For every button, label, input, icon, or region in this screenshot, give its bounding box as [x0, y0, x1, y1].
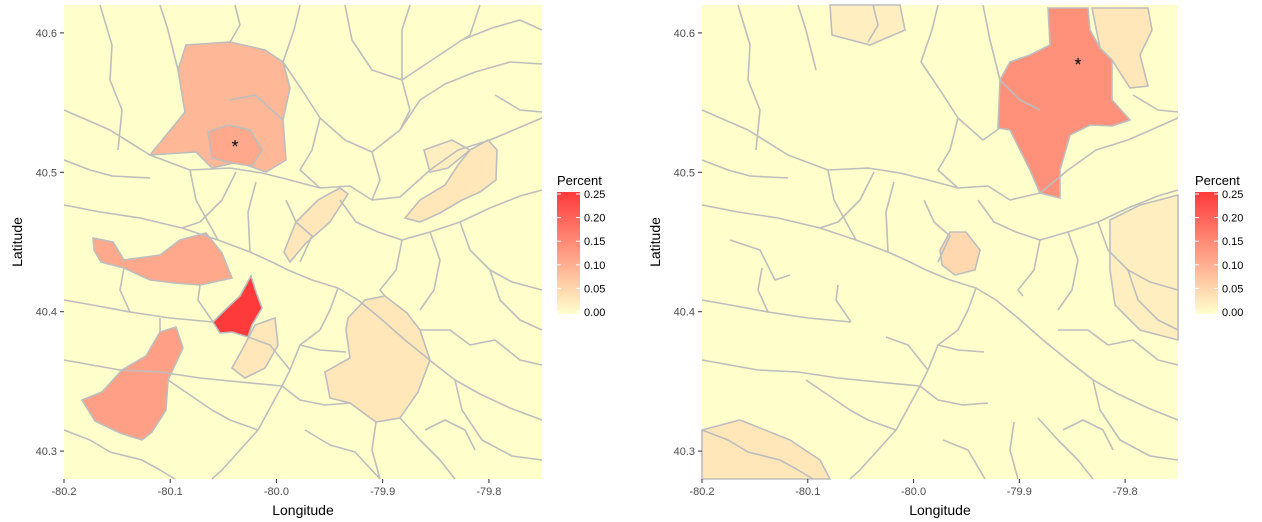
- right-legend-colorbar: [1195, 192, 1218, 314]
- y-tick-label: 40.6: [36, 28, 57, 40]
- right-legend-labels: 0.25 0.20 0.15 0.10 0.05 0.00: [1195, 189, 1243, 319]
- x-tick-label: -79.9: [370, 486, 395, 498]
- right-legend-title: Percent: [1195, 173, 1240, 188]
- left-map-y-axis-title: Latitude: [9, 217, 25, 267]
- right-map-boundaries: [701, 4, 1179, 480]
- y-tick-label: 40.6: [674, 28, 695, 40]
- left-region-shaded: [283, 187, 350, 264]
- right-region-shaded: [939, 231, 981, 276]
- y-tick-label: 40.3: [674, 446, 695, 458]
- legend-label: 0.25: [584, 189, 605, 201]
- legend-label: 0.05: [1222, 283, 1243, 295]
- left-region-shaded: [92, 232, 234, 286]
- y-tick-label: 40.4: [36, 307, 57, 319]
- right-map-y-ticks: 40.6 40.5 40.4 40.3: [674, 28, 702, 458]
- y-tick-label: 40.5: [36, 167, 57, 179]
- left-map-x-ticks: -80.2 -80.1 -80.0 -79.9 -79.8: [51, 479, 501, 498]
- left-region-shaded: [211, 273, 263, 338]
- left-region-shaded: [403, 138, 498, 223]
- legend-label: 0.10: [584, 260, 605, 272]
- right-region-shaded: [829, 4, 906, 46]
- right-region-shaded: [997, 7, 1132, 200]
- y-tick-label: 40.5: [674, 167, 695, 179]
- legend-label: 0.15: [584, 236, 605, 248]
- legend-label: 0.20: [1222, 213, 1243, 225]
- left-map-boundaries: [63, 4, 543, 480]
- right-map-y-axis-title: Latitude: [647, 217, 663, 267]
- right-map-x-axis-title: Longitude: [909, 502, 971, 518]
- x-tick-label: -80.1: [158, 486, 183, 498]
- right-map-axes: -80.2 -80.1 -80.0 -79.9 -79.8 40.640.540.440…: [647, 28, 1138, 518]
- legend-label: 0.00: [584, 307, 605, 319]
- legend-label: 0.25: [1222, 189, 1243, 201]
- left-map-regions: [80, 41, 498, 441]
- left-region-shaded: [207, 124, 263, 167]
- right-region-shaded: [1109, 193, 1179, 342]
- left-map-axes: -80.2 -80.1 -80.0 -79.9 -79.8 40.640.540.440…: [9, 28, 501, 518]
- legend-label: 0.20: [584, 213, 605, 225]
- x-tick-label: -79.8: [1113, 486, 1138, 498]
- x-tick-label: -80.1: [795, 486, 820, 498]
- left-legend-colorbar: [557, 192, 580, 314]
- legend-label: 0.05: [584, 283, 605, 295]
- x-tick-label: -79.9: [1007, 486, 1032, 498]
- right-map-legend: Percent 0.25 0.20 0.15 0.10 0.05 0.00: [1195, 173, 1243, 319]
- left-legend-labels: 0.25 0.20 0.15 0.10 0.05 0.00: [557, 189, 605, 319]
- right-map: -80.2 -80.1 -80.0 -79.9 -79.8 40.640.540.440…: [647, 4, 1243, 518]
- x-tick-label: -79.8: [476, 486, 501, 498]
- y-tick-label: 40.4: [674, 307, 695, 319]
- right-region-shaded: [1091, 7, 1153, 89]
- left-region-shaded: [80, 326, 184, 441]
- x-tick-label: -80.2: [51, 486, 76, 498]
- left-map-x-axis-title: Longitude: [272, 502, 334, 518]
- legend-label: 0.10: [1222, 260, 1243, 272]
- left-map-y-ticks: 40.6 40.5 40.4 40.3: [36, 28, 64, 458]
- x-tick-label: -80.0: [901, 486, 926, 498]
- right-map-regions: [701, 4, 1179, 480]
- legend-label: 0.15: [1222, 236, 1243, 248]
- y-tick-label: 40.3: [36, 446, 57, 458]
- left-map-marker: *: [231, 137, 238, 157]
- x-tick-label: -80.0: [264, 486, 289, 498]
- left-region-shaded: [423, 139, 472, 173]
- left-region-shaded: [230, 316, 279, 379]
- left-map: -80.2 -80.1 -80.0 -79.9 -79.8 40.640.540.440…: [9, 4, 605, 518]
- right-map-x-ticks: -80.2 -80.1 -80.0 -79.9 -79.8: [689, 479, 1138, 498]
- right-map-marker: *: [1074, 55, 1081, 75]
- left-legend-title: Percent: [557, 173, 602, 188]
- left-map-legend: Percent 0.25 0.20 0.15 0.10 0.05 0.00: [557, 173, 605, 319]
- x-tick-label: -80.2: [689, 486, 714, 498]
- legend-label: 0.00: [1222, 307, 1243, 319]
